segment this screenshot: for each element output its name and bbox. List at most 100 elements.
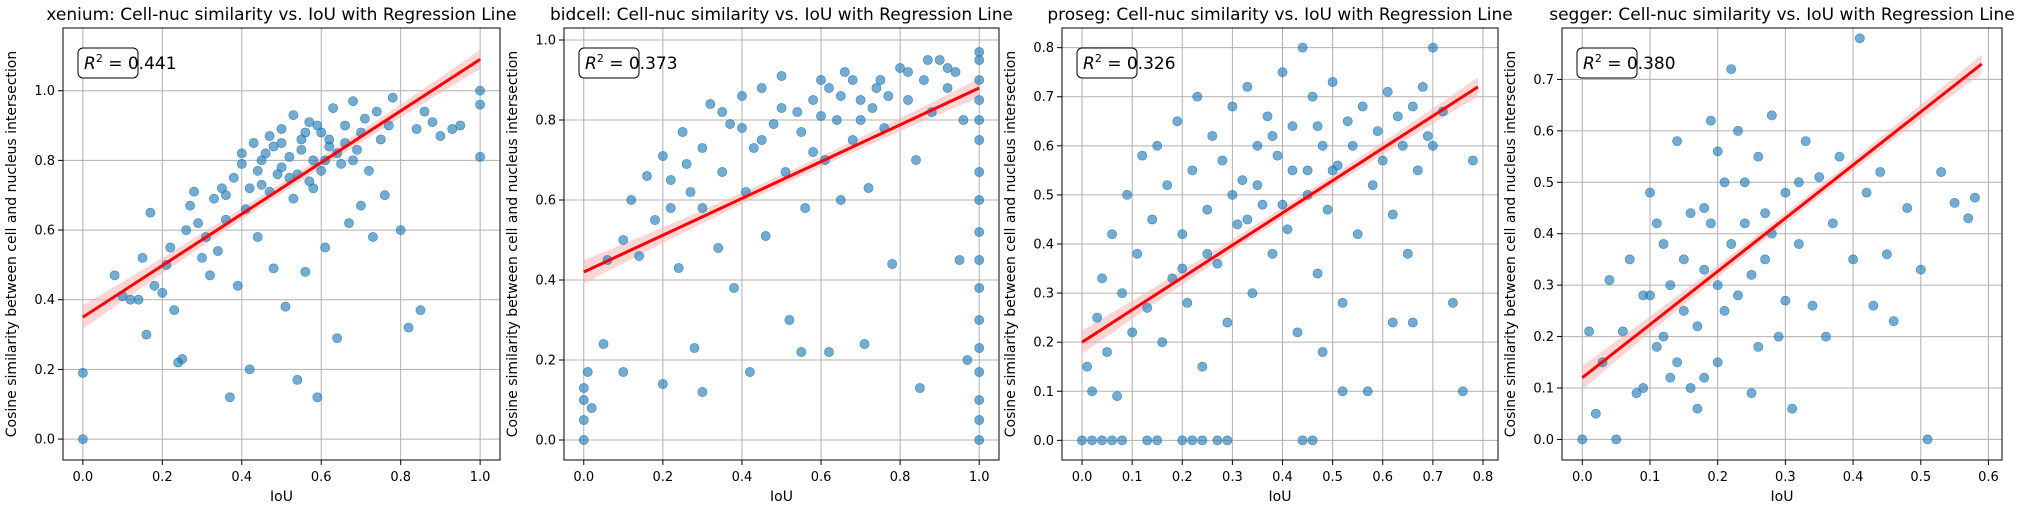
data-point <box>1807 300 1818 311</box>
data-point <box>1232 219 1243 230</box>
data-point <box>974 195 985 205</box>
data-point <box>1187 165 1198 176</box>
data-point <box>1658 331 1669 342</box>
data-point <box>268 263 279 274</box>
data-point <box>1699 372 1710 383</box>
data-point <box>1468 155 1478 166</box>
data-point <box>582 367 593 377</box>
data-point <box>934 55 945 65</box>
data-point <box>1172 116 1183 127</box>
data-point <box>618 367 629 377</box>
data-point <box>1192 91 1203 102</box>
x-tick-label: 1.0 <box>969 470 990 485</box>
data-point <box>1590 408 1601 419</box>
data-point <box>685 187 696 197</box>
data-point <box>256 179 267 190</box>
data-point <box>1207 131 1218 141</box>
data-point <box>911 155 921 165</box>
data-point <box>383 120 394 131</box>
r2-value: = 0.380 <box>1602 54 1676 74</box>
data-point <box>697 143 708 153</box>
data-point <box>1187 435 1198 446</box>
r2-box <box>578 47 640 79</box>
data-point <box>1312 121 1323 132</box>
data-point <box>756 83 767 93</box>
y-tick-label: 0.4 <box>1533 227 1554 242</box>
data-point <box>133 294 144 305</box>
data-point <box>658 379 668 389</box>
data-point <box>165 242 176 253</box>
data-point <box>1392 111 1403 122</box>
data-point <box>475 85 485 96</box>
r2-value: = 0.373 <box>604 54 678 74</box>
data-point <box>835 195 846 205</box>
plot-frame <box>62 27 501 461</box>
data-point <box>1458 386 1468 397</box>
data-point <box>244 183 255 194</box>
y-tick-label: 0.0 <box>1533 433 1554 448</box>
data-point <box>1277 199 1288 210</box>
data-point <box>252 165 263 176</box>
data-point <box>1107 229 1117 240</box>
data-point <box>642 171 652 181</box>
data-point <box>1307 91 1318 102</box>
data-point <box>697 203 708 213</box>
data-point <box>1132 248 1143 259</box>
data-point <box>1387 317 1398 328</box>
data-point <box>367 232 378 242</box>
data-point <box>974 367 985 377</box>
y-tick-label: 0.5 <box>1033 188 1054 203</box>
data-point <box>411 124 422 134</box>
data-point <box>1347 140 1358 151</box>
data-point <box>816 111 826 121</box>
data-point <box>903 95 913 105</box>
data-point <box>1970 192 1980 203</box>
data-point <box>304 176 315 187</box>
data-point <box>855 95 866 105</box>
plot-frame <box>563 27 1000 461</box>
data-point <box>1237 175 1248 186</box>
data-point <box>177 354 188 364</box>
x-tick-label: 0.5 <box>1322 470 1343 485</box>
data-point <box>1963 213 1974 224</box>
data-point <box>205 270 215 281</box>
data-point <box>974 135 985 145</box>
data-point <box>395 225 406 235</box>
data-point <box>1267 131 1278 141</box>
data-point <box>1352 229 1363 240</box>
data-point <box>248 138 259 148</box>
x-tick-label: 0.2 <box>653 470 674 485</box>
data-point <box>387 92 398 103</box>
data-point <box>1685 383 1696 393</box>
data-point <box>78 367 88 378</box>
data-point <box>1142 435 1153 446</box>
data-point <box>344 218 354 228</box>
data-point <box>1137 150 1148 161</box>
x-tick-label: 0.1 <box>1640 470 1661 485</box>
data-point <box>578 435 589 445</box>
data-point <box>1152 140 1163 151</box>
data-point <box>1618 326 1628 337</box>
data-point <box>427 117 438 127</box>
data-point <box>729 283 739 293</box>
data-point <box>1604 275 1615 285</box>
data-point <box>1112 391 1122 402</box>
data-point <box>725 119 735 129</box>
data-point <box>942 63 953 73</box>
data-point <box>824 347 834 357</box>
data-point <box>1631 388 1642 398</box>
data-point <box>1202 204 1213 215</box>
y-tick-label: 0.3 <box>1533 279 1554 294</box>
x-tick-label: 0.6 <box>811 470 832 485</box>
data-point <box>1362 386 1373 397</box>
data-point <box>415 305 426 316</box>
x-tick-label: 0.4 <box>231 470 252 485</box>
data-point <box>1242 214 1253 225</box>
data-point <box>1292 327 1303 338</box>
data-point <box>1082 361 1092 372</box>
data-point <box>816 75 826 85</box>
data-point <box>1222 435 1233 446</box>
data-point <box>157 287 168 298</box>
data-point <box>1611 434 1622 445</box>
data-point <box>745 367 755 377</box>
